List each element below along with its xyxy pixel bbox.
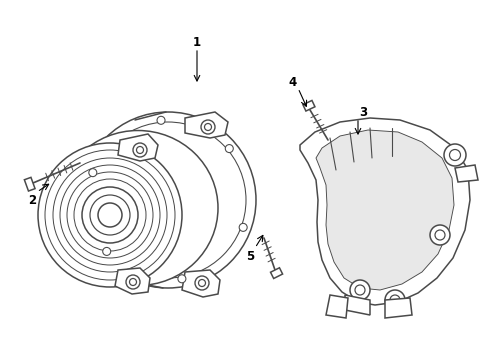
- Circle shape: [67, 172, 153, 258]
- Polygon shape: [300, 118, 470, 305]
- Circle shape: [53, 158, 167, 272]
- Polygon shape: [270, 268, 283, 279]
- Polygon shape: [118, 134, 158, 161]
- Circle shape: [239, 223, 247, 231]
- Circle shape: [137, 147, 144, 153]
- Polygon shape: [326, 295, 348, 318]
- Circle shape: [74, 179, 146, 251]
- Circle shape: [45, 150, 175, 280]
- Ellipse shape: [58, 131, 218, 285]
- Circle shape: [82, 187, 138, 243]
- Circle shape: [80, 112, 256, 288]
- Circle shape: [38, 143, 182, 287]
- Polygon shape: [455, 165, 478, 182]
- Circle shape: [390, 295, 400, 305]
- Circle shape: [385, 290, 405, 310]
- Circle shape: [444, 144, 466, 166]
- Circle shape: [90, 195, 130, 235]
- Circle shape: [350, 280, 370, 300]
- Circle shape: [195, 276, 209, 290]
- Polygon shape: [24, 177, 35, 191]
- Circle shape: [126, 275, 140, 289]
- Polygon shape: [345, 295, 370, 315]
- Polygon shape: [185, 112, 228, 138]
- Polygon shape: [115, 268, 150, 294]
- Text: 1: 1: [193, 36, 201, 49]
- Circle shape: [60, 165, 160, 265]
- Text: 3: 3: [359, 105, 367, 118]
- Circle shape: [157, 116, 165, 124]
- Polygon shape: [316, 130, 454, 290]
- Text: 5: 5: [246, 249, 254, 262]
- Polygon shape: [385, 298, 412, 318]
- Circle shape: [103, 247, 111, 256]
- Circle shape: [178, 275, 186, 283]
- Circle shape: [225, 145, 233, 153]
- Circle shape: [449, 149, 461, 161]
- Circle shape: [430, 225, 450, 245]
- Text: 4: 4: [289, 76, 297, 89]
- Circle shape: [198, 279, 205, 287]
- Circle shape: [90, 122, 246, 278]
- Circle shape: [355, 285, 365, 295]
- Circle shape: [204, 123, 212, 131]
- Circle shape: [133, 143, 147, 157]
- Circle shape: [435, 230, 445, 240]
- Polygon shape: [182, 270, 220, 297]
- Polygon shape: [303, 100, 315, 111]
- Circle shape: [201, 120, 215, 134]
- Circle shape: [89, 168, 97, 177]
- Text: 2: 2: [28, 194, 36, 207]
- Circle shape: [98, 203, 122, 227]
- Circle shape: [129, 279, 137, 285]
